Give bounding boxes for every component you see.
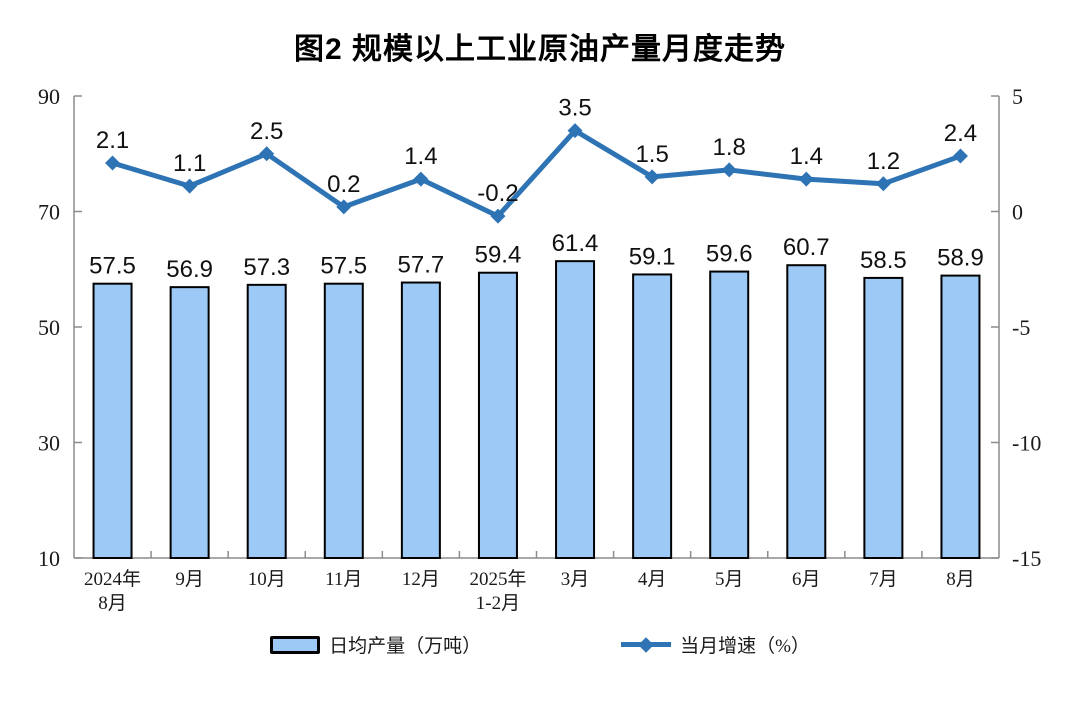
- x-axis-label: 2025年: [469, 568, 526, 590]
- line-value-label: 1.4: [790, 143, 823, 170]
- bar-value-label: 59.6: [706, 241, 753, 268]
- line-value-label: 2.5: [250, 118, 283, 145]
- line-value-label: 1.5: [635, 141, 668, 168]
- x-axis-label: 4月: [638, 569, 667, 590]
- bar: [940, 274, 981, 559]
- right-axis-tick-label: -10: [1012, 431, 1041, 456]
- line-marker-diamond: [567, 123, 583, 139]
- left-axis-tick-label: 30: [38, 431, 60, 456]
- x-axis-label: 9月: [175, 569, 204, 590]
- x-axis-label: 12月: [402, 569, 440, 590]
- line-marker-diamond: [413, 171, 429, 187]
- line-value-label: 2.1: [96, 127, 129, 154]
- left-axis-tick-label: 90: [38, 84, 60, 109]
- line-value-label: 1.1: [173, 150, 206, 177]
- line-value-label: 1.8: [713, 134, 746, 161]
- bar-value-label: 59.1: [629, 243, 676, 270]
- x-axis-label: 3月: [561, 569, 590, 590]
- x-axis-label: 8月: [946, 569, 975, 590]
- left-axis-tick-label: 50: [38, 315, 60, 340]
- bar: [863, 276, 904, 559]
- bar-value-label: 60.7: [783, 234, 830, 261]
- x-axis-label: 8月: [98, 593, 127, 614]
- line-marker-diamond: [721, 162, 737, 178]
- bar: [323, 282, 364, 559]
- bar: [477, 271, 518, 559]
- line-marker-diamond: [952, 148, 968, 164]
- chart-title: 图2 规模以上工业原油产量月度走势: [293, 33, 787, 66]
- line-marker-diamond: [798, 171, 814, 187]
- legend-item-line: 当月增速（%）: [621, 631, 810, 658]
- growth-line: [110, 128, 963, 219]
- line-marker-diamond: [644, 169, 660, 185]
- bar-value-label: 59.4: [475, 242, 522, 269]
- bar: [400, 281, 441, 559]
- x-axis-label: 7月: [869, 569, 898, 590]
- bar: [709, 270, 750, 559]
- line-value-label: 1.2: [867, 148, 900, 175]
- line-value-label: -0.2: [477, 180, 518, 207]
- x-axis-label: 10月: [248, 569, 286, 590]
- bar: [786, 264, 827, 559]
- line-value-label: 2.4: [944, 120, 977, 147]
- chart-legend: 日均产量（万吨） 当月增速（%）: [0, 631, 1080, 658]
- bar-value-label: 58.9: [937, 245, 984, 272]
- line-marker-diamond: [875, 176, 891, 192]
- line-value-label: 3.5: [558, 95, 591, 122]
- line-marker-diamond: [105, 155, 121, 171]
- bar-value-label: 57.5: [320, 253, 367, 280]
- line-series-swatch-icon: [621, 636, 672, 653]
- line-value-label: 1.4: [404, 143, 437, 170]
- left-axis-tick-label: 10: [38, 546, 60, 571]
- legend-item-bar: 日均产量（万吨）: [270, 631, 481, 658]
- bar: [92, 282, 133, 559]
- x-axis-label: 2024年: [84, 568, 141, 590]
- line-marker-diamond: [259, 146, 275, 162]
- bar-value-label: 56.9: [166, 256, 213, 283]
- right-axis-tick-label: 5: [1012, 84, 1023, 109]
- left-axis-tick-label: 70: [38, 200, 60, 225]
- right-axis-tick-label: -15: [1012, 546, 1041, 571]
- bar-value-label: 57.7: [398, 252, 445, 279]
- right-axis-tick-label: -5: [1012, 315, 1030, 340]
- line-marker-diamond: [336, 199, 352, 215]
- right-axis-tick-label: 0: [1012, 200, 1023, 225]
- line-marker-diamond: [182, 178, 198, 194]
- bar: [632, 273, 673, 559]
- bar: [169, 286, 210, 559]
- x-axis-label: 6月: [792, 569, 821, 590]
- bar-series-swatch-icon: [270, 635, 321, 654]
- x-axis-label: 5月: [715, 569, 744, 590]
- x-axis-label: 1-2月: [476, 593, 520, 614]
- legend-label-line: 当月增速（%）: [680, 636, 810, 657]
- bar-value-label: 61.4: [552, 230, 599, 257]
- line-value-label: 0.2: [327, 171, 360, 198]
- diamond-marker-icon: [638, 636, 654, 653]
- bar-value-label: 57.3: [243, 254, 290, 281]
- line-marker-diamond: [490, 208, 506, 224]
- bar-value-label: 58.5: [860, 247, 907, 274]
- bar-value-label: 57.5: [89, 253, 136, 280]
- bar: [555, 260, 596, 559]
- x-axis-label: 11月: [325, 569, 362, 590]
- legend-label-bar: 日均产量（万吨）: [329, 636, 482, 657]
- bar: [246, 283, 287, 559]
